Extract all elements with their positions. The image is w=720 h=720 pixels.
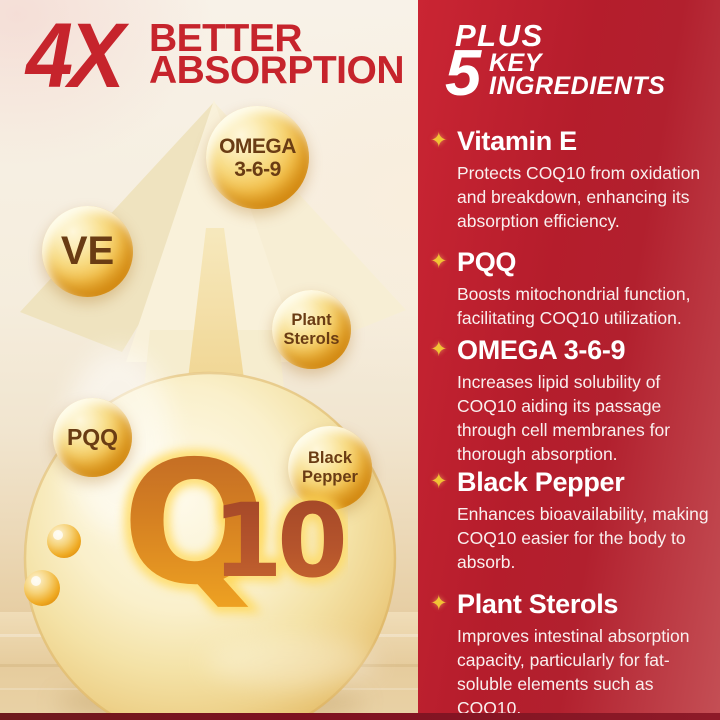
bubble-pepper-line1: Black bbox=[307, 449, 353, 467]
bubble-ve-label: VE bbox=[60, 229, 115, 273]
sparkle-icon: ✦ bbox=[430, 250, 448, 273]
section-description: Enhances bioavailability, making COQ10 e… bbox=[457, 504, 709, 573]
bubble-plant-sterols: Plant Sterols bbox=[272, 290, 351, 369]
section-omega-369: ✦ OMEGA 3-6-9 Increases lipid solubility… bbox=[430, 335, 708, 467]
section-description: Protects COQ10 from oxidation and breakd… bbox=[457, 163, 701, 232]
section-black-pepper: ✦ Black Pepper Enhances bioavailability,… bbox=[430, 467, 709, 574]
bubble-plant-line2: Sterols bbox=[283, 329, 340, 348]
bubble-omega-369: OMEGA 3-6-9 bbox=[206, 106, 309, 209]
section-title: PQQ bbox=[457, 247, 517, 277]
sparkle-icon: ✦ bbox=[430, 129, 448, 152]
headline-multiplier: 4X bbox=[26, 5, 125, 107]
bubble-pepper-line2: Pepper bbox=[302, 468, 358, 486]
bubble-omega-line1: OMEGA bbox=[219, 134, 296, 158]
q10-ten-glow: 10 bbox=[212, 482, 344, 601]
bubble-pqq: PQQ bbox=[53, 398, 132, 477]
ingredients-word: INGREDIENTS bbox=[489, 71, 666, 100]
bubble-plant-line1: Plant bbox=[291, 310, 332, 329]
sparkle-icon: ✦ bbox=[430, 592, 448, 615]
section-title: Vitamin E bbox=[457, 126, 577, 156]
q10-q-letter: Q bbox=[122, 430, 267, 623]
sparkle-icon: ✦ bbox=[430, 470, 448, 493]
section-pqq: ✦ PQQ Boosts mitochondrial function, fac… bbox=[430, 247, 708, 330]
bottom-accent-strip bbox=[0, 713, 720, 720]
product-scene: 4X BETTER ABSORPTION OMEGA 3-6-9 VE Plan… bbox=[0, 0, 418, 720]
key-ingredients-label: KEY INGREDIENTS bbox=[489, 49, 666, 100]
section-description: Increases lipid solubility of COQ10 aidi… bbox=[457, 372, 671, 465]
sparkle-icon: ✦ bbox=[430, 338, 448, 361]
ingredients-panel: PLUS 5 KEY INGREDIENTS ✦ Vitamin E Prote… bbox=[418, 0, 720, 720]
section-title: Black Pepper bbox=[457, 467, 625, 497]
section-title: Plant Sterols bbox=[457, 589, 619, 619]
plus-label: PLUS bbox=[455, 18, 544, 53]
section-description: Improves intestinal absorption capacity,… bbox=[457, 626, 690, 719]
bubble-vitamin-e: VE bbox=[42, 206, 133, 297]
q10-q-glow: Q bbox=[122, 430, 267, 623]
headline-lines: BETTER ABSORPTION bbox=[149, 17, 405, 92]
bubble-pqq-label: PQQ bbox=[66, 424, 119, 450]
headline-line1: BETTER bbox=[149, 17, 303, 60]
small-bubbles bbox=[24, 524, 81, 606]
q10-logo: Q 10 Q 10 bbox=[116, 430, 348, 625]
q10-ten-number: 10 bbox=[212, 482, 344, 601]
headline-line2: ABSORPTION bbox=[149, 49, 405, 92]
section-title: OMEGA 3-6-9 bbox=[457, 335, 626, 365]
bubble-black-pepper: Black Pepper bbox=[288, 426, 372, 510]
section-vitamin-e: ✦ Vitamin E Protects COQ10 from oxidatio… bbox=[430, 126, 708, 233]
section-plant-sterols: ✦ Plant Sterols Improves intestinal abso… bbox=[430, 589, 708, 720]
section-description: Boosts mitochondrial function, facilitat… bbox=[457, 284, 691, 329]
key-word: KEY bbox=[489, 49, 542, 77]
ingredient-count: 5 bbox=[445, 36, 482, 109]
bubble-omega-line2: 3-6-9 bbox=[234, 157, 281, 181]
